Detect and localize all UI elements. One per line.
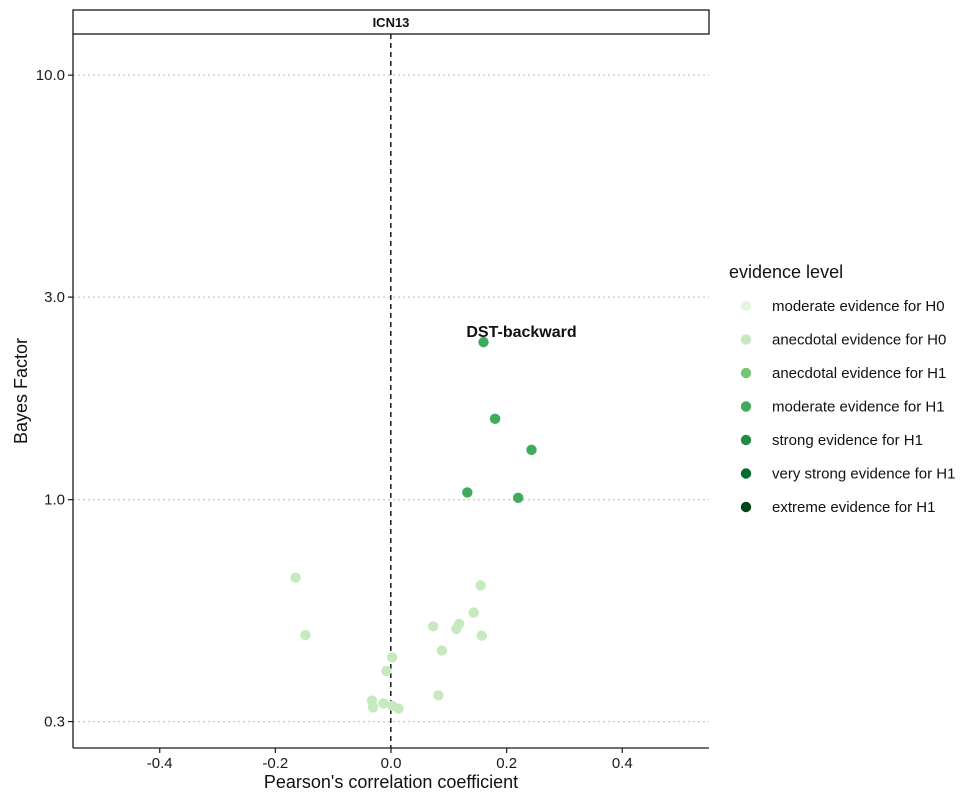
- y-tick-label: 0.3: [44, 714, 65, 731]
- data-point: [433, 690, 444, 701]
- legend: moderate evidence for H0 anecdotal eviden…: [740, 298, 955, 516]
- point-annotation: DST-backward: [466, 324, 576, 341]
- data-point: [513, 492, 524, 504]
- legend-label: moderate evidence for H0: [772, 298, 945, 315]
- x-tick-label: -0.2: [262, 755, 288, 772]
- legend-label: extreme evidence for H1: [772, 499, 935, 516]
- x-tick-label: 0.0: [381, 755, 402, 772]
- data-point: [428, 621, 439, 632]
- x-tick-label: -0.4: [147, 755, 173, 772]
- data-point: [476, 630, 487, 641]
- legend-title: evidence level: [729, 262, 843, 282]
- y-tick-label: 3.0: [44, 289, 65, 306]
- y-tick-label: 1.0: [44, 492, 65, 509]
- data-point: [451, 623, 462, 635]
- legend-swatch: [740, 501, 752, 513]
- legend-swatch: [740, 434, 752, 446]
- data-point: [462, 487, 473, 498]
- legend-swatch: [740, 401, 752, 412]
- gridlines: [73, 74, 709, 723]
- legend-swatch: [740, 367, 752, 379]
- data-point: [478, 336, 489, 348]
- legend-swatch: [740, 468, 752, 479]
- data-point: [367, 702, 379, 713]
- legend-label: very strong evidence for H1: [772, 466, 955, 483]
- data-point: [468, 607, 479, 618]
- legend-label: strong evidence for H1: [772, 432, 923, 449]
- x-axis-ticks: -0.4 -0.2 0.0 0.2 0.4: [147, 748, 633, 772]
- data-point: [381, 665, 392, 677]
- y-axis-title: Bayes Factor: [11, 338, 31, 444]
- legend-swatch: [740, 334, 752, 345]
- data-points: [290, 336, 537, 714]
- data-point: [475, 580, 486, 591]
- data-point: [386, 652, 398, 663]
- legend-swatch: [740, 300, 752, 312]
- x-tick-label: 0.2: [496, 755, 517, 772]
- legend-label: anecdotal evidence for H1: [772, 365, 946, 382]
- data-point: [378, 698, 389, 709]
- facet-strip: [72, 9, 710, 35]
- x-axis-title: Pearson's correlation coefficient: [264, 772, 518, 792]
- data-point: [300, 629, 311, 641]
- data-point: [393, 703, 404, 714]
- data-point: [489, 413, 501, 425]
- legend-label: moderate evidence for H1: [772, 399, 945, 416]
- x-tick-label: 0.4: [612, 755, 633, 772]
- legend-label: anecdotal evidence for H0: [772, 332, 946, 349]
- data-point: [436, 645, 448, 656]
- data-point: [526, 444, 537, 456]
- data-point: [290, 572, 301, 583]
- y-axis-ticks: 0.3 1.0 3.0 10.0: [36, 67, 73, 731]
- facet-strip-label: ICN13: [373, 15, 410, 30]
- y-tick-label: 10.0: [36, 67, 65, 84]
